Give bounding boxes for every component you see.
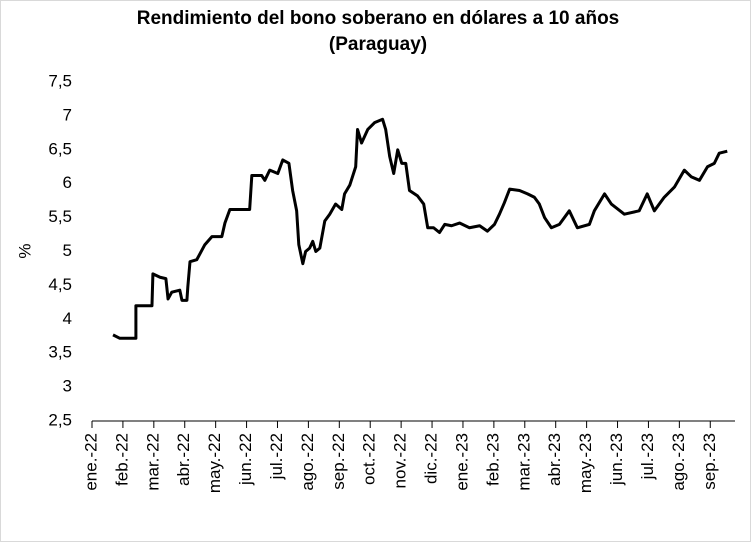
x-tick-label: ene.-22 xyxy=(81,433,100,491)
y-tick-label: 4,5 xyxy=(48,275,72,294)
x-tick-label: jul.-22 xyxy=(267,433,286,480)
y-tick-label: 6 xyxy=(63,173,72,192)
x-tick-label: abr.-22 xyxy=(174,433,193,486)
x-tick-label: mar.-23 xyxy=(514,433,533,491)
x-tick-label: jun.-23 xyxy=(607,433,626,486)
y-tick-label: 3 xyxy=(63,377,72,396)
x-tick-label: nov.-22 xyxy=(391,433,410,488)
x-tick-label: ene.-23 xyxy=(452,433,471,491)
y-tick-label: 3,5 xyxy=(48,343,72,362)
y-tick-label: 4 xyxy=(63,309,72,328)
x-tick-label: jun.-22 xyxy=(236,433,255,486)
y-tick-label: 7 xyxy=(63,105,72,124)
x-tick-label: feb.-23 xyxy=(483,433,502,486)
x-tick-label: jul.-23 xyxy=(638,433,657,480)
x-tick-label: abr.-23 xyxy=(545,433,564,486)
x-tick-label: may.-23 xyxy=(576,433,595,493)
y-tick-label: 7,5 xyxy=(48,71,72,90)
x-tick-label: oct.-22 xyxy=(360,433,379,485)
chart-title: Rendimiento del bono soberano en dólares… xyxy=(137,8,620,29)
y-axis-label: % xyxy=(15,243,34,258)
x-tick-label: ago.-22 xyxy=(298,433,317,491)
y-tick-label: 5 xyxy=(63,241,72,260)
y-tick-label: 5,5 xyxy=(48,207,72,226)
x-tick-label: feb.-22 xyxy=(112,433,131,486)
x-tick-label: may.-22 xyxy=(205,433,224,493)
x-tick-label: ago.-23 xyxy=(669,433,688,491)
x-tick-label: mar.-22 xyxy=(143,433,162,491)
y-tick-label: 2,5 xyxy=(48,410,72,429)
chart-title: (Paraguay) xyxy=(329,34,427,55)
line-series xyxy=(112,117,728,340)
x-tick-label: sep.-22 xyxy=(329,433,348,490)
x-tick-label: sep.-23 xyxy=(700,433,719,490)
x-tick-label: dic.-22 xyxy=(422,433,441,484)
y-tick-label: 6,5 xyxy=(48,139,72,158)
